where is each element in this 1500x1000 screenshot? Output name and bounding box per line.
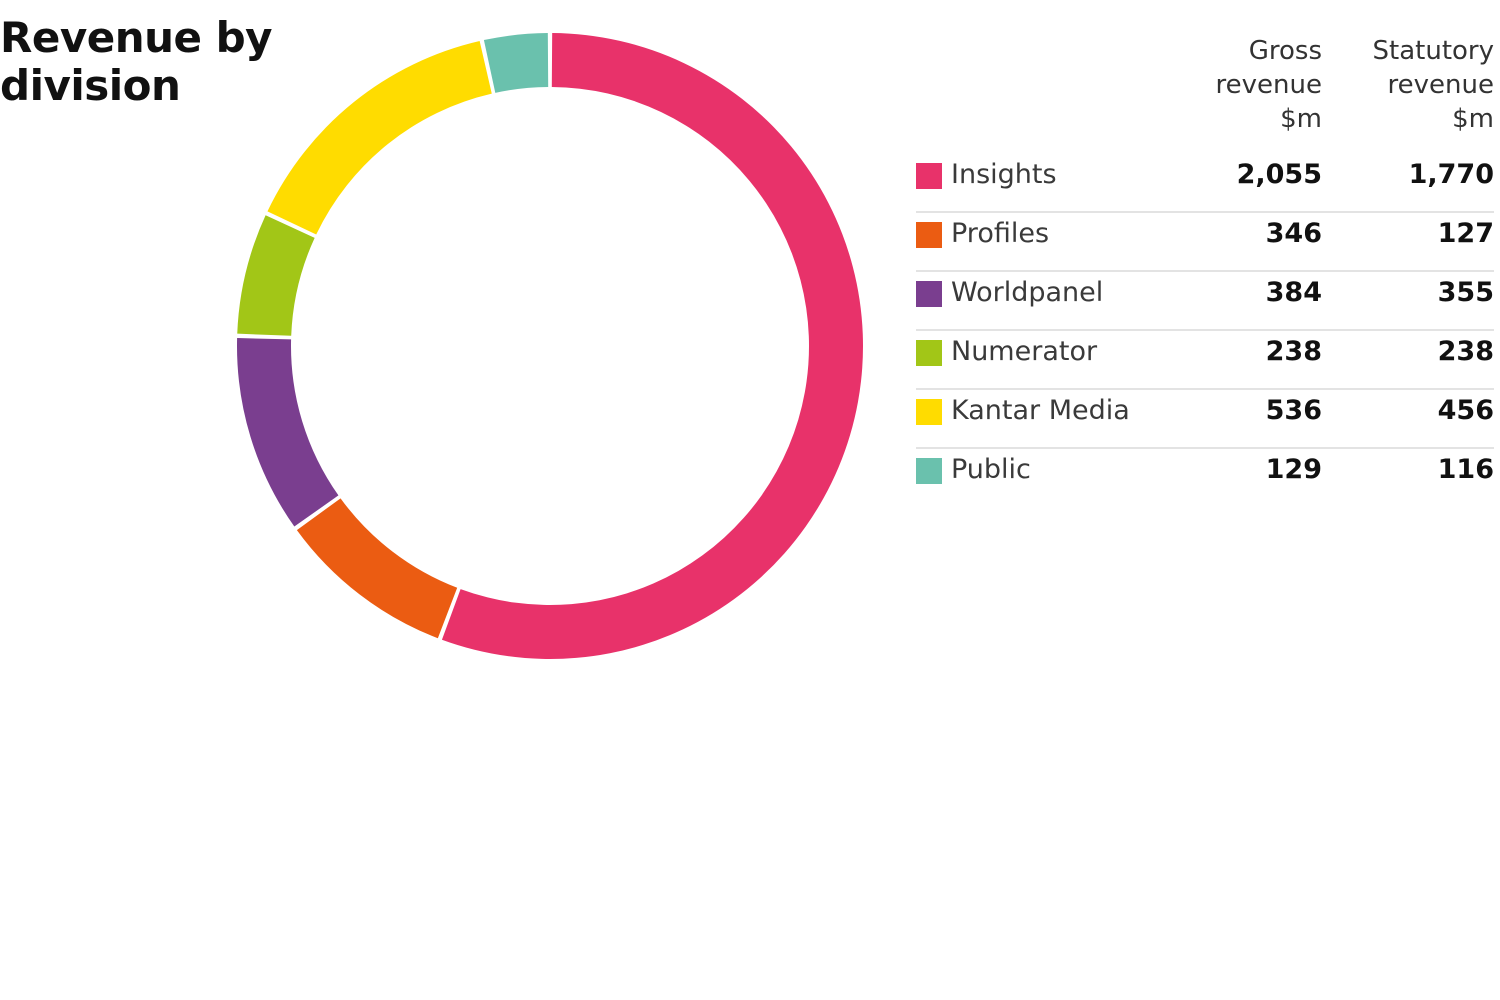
donut-chart — [237, 33, 863, 659]
column-header-gross: Gross revenue $m — [1215, 36, 1322, 134]
legend-swatch — [916, 340, 942, 366]
statutory-value: 238 — [1437, 336, 1494, 367]
gross-value: 2,055 — [1236, 159, 1322, 190]
donut-slice-profiles — [296, 498, 458, 639]
table-row: Kantar Media 536 456 — [916, 390, 1494, 449]
table-row: Numerator 238 238 — [916, 331, 1494, 390]
legend-swatch — [916, 458, 942, 484]
legend-swatch — [916, 222, 942, 248]
statutory-value: 1,770 — [1408, 159, 1494, 190]
legend-swatch — [916, 281, 942, 307]
chart-title: Revenue by division — [0, 13, 273, 110]
table-row: Profiles 346 127 — [916, 213, 1494, 272]
donut-slice-numerator — [237, 215, 315, 336]
table-row: Public 129 116 — [916, 449, 1494, 506]
legend-swatch — [916, 163, 942, 189]
row-label: Insights — [951, 159, 1057, 190]
gross-value: 384 — [1265, 277, 1322, 308]
row-label: Worldpanel — [951, 277, 1104, 308]
donut-slice-public — [483, 33, 549, 93]
revenue-table: Gross revenue $m Statutory revenue $m In… — [916, 34, 1494, 506]
donut-slice-worldpanel — [237, 338, 339, 527]
statutory-value: 127 — [1437, 218, 1494, 249]
table-row: Worldpanel 384 355 — [916, 272, 1494, 331]
table-row: Insights 2,055 1,770 — [916, 154, 1494, 213]
statutory-value: 116 — [1437, 454, 1494, 485]
gross-value: 536 — [1265, 395, 1322, 426]
table-body: Insights 2,055 1,770 Profiles 346 127 Wo… — [916, 154, 1494, 506]
row-label: Numerator — [951, 336, 1098, 367]
column-header-statutory: Statutory revenue $m — [1372, 36, 1494, 134]
statutory-value: 355 — [1437, 277, 1494, 308]
gross-value: 238 — [1265, 336, 1322, 367]
donut-slice-insights — [441, 33, 863, 659]
row-label: Kantar Media — [951, 395, 1130, 426]
gross-value: 346 — [1265, 218, 1322, 249]
legend-swatch — [916, 399, 942, 425]
statutory-value: 456 — [1437, 395, 1494, 426]
gross-value: 129 — [1265, 454, 1322, 485]
table-header: Gross revenue $m Statutory revenue $m — [916, 34, 1494, 154]
donut-slice-kantar-media — [267, 41, 492, 235]
row-label: Public — [951, 454, 1031, 485]
row-label: Profiles — [951, 218, 1050, 249]
